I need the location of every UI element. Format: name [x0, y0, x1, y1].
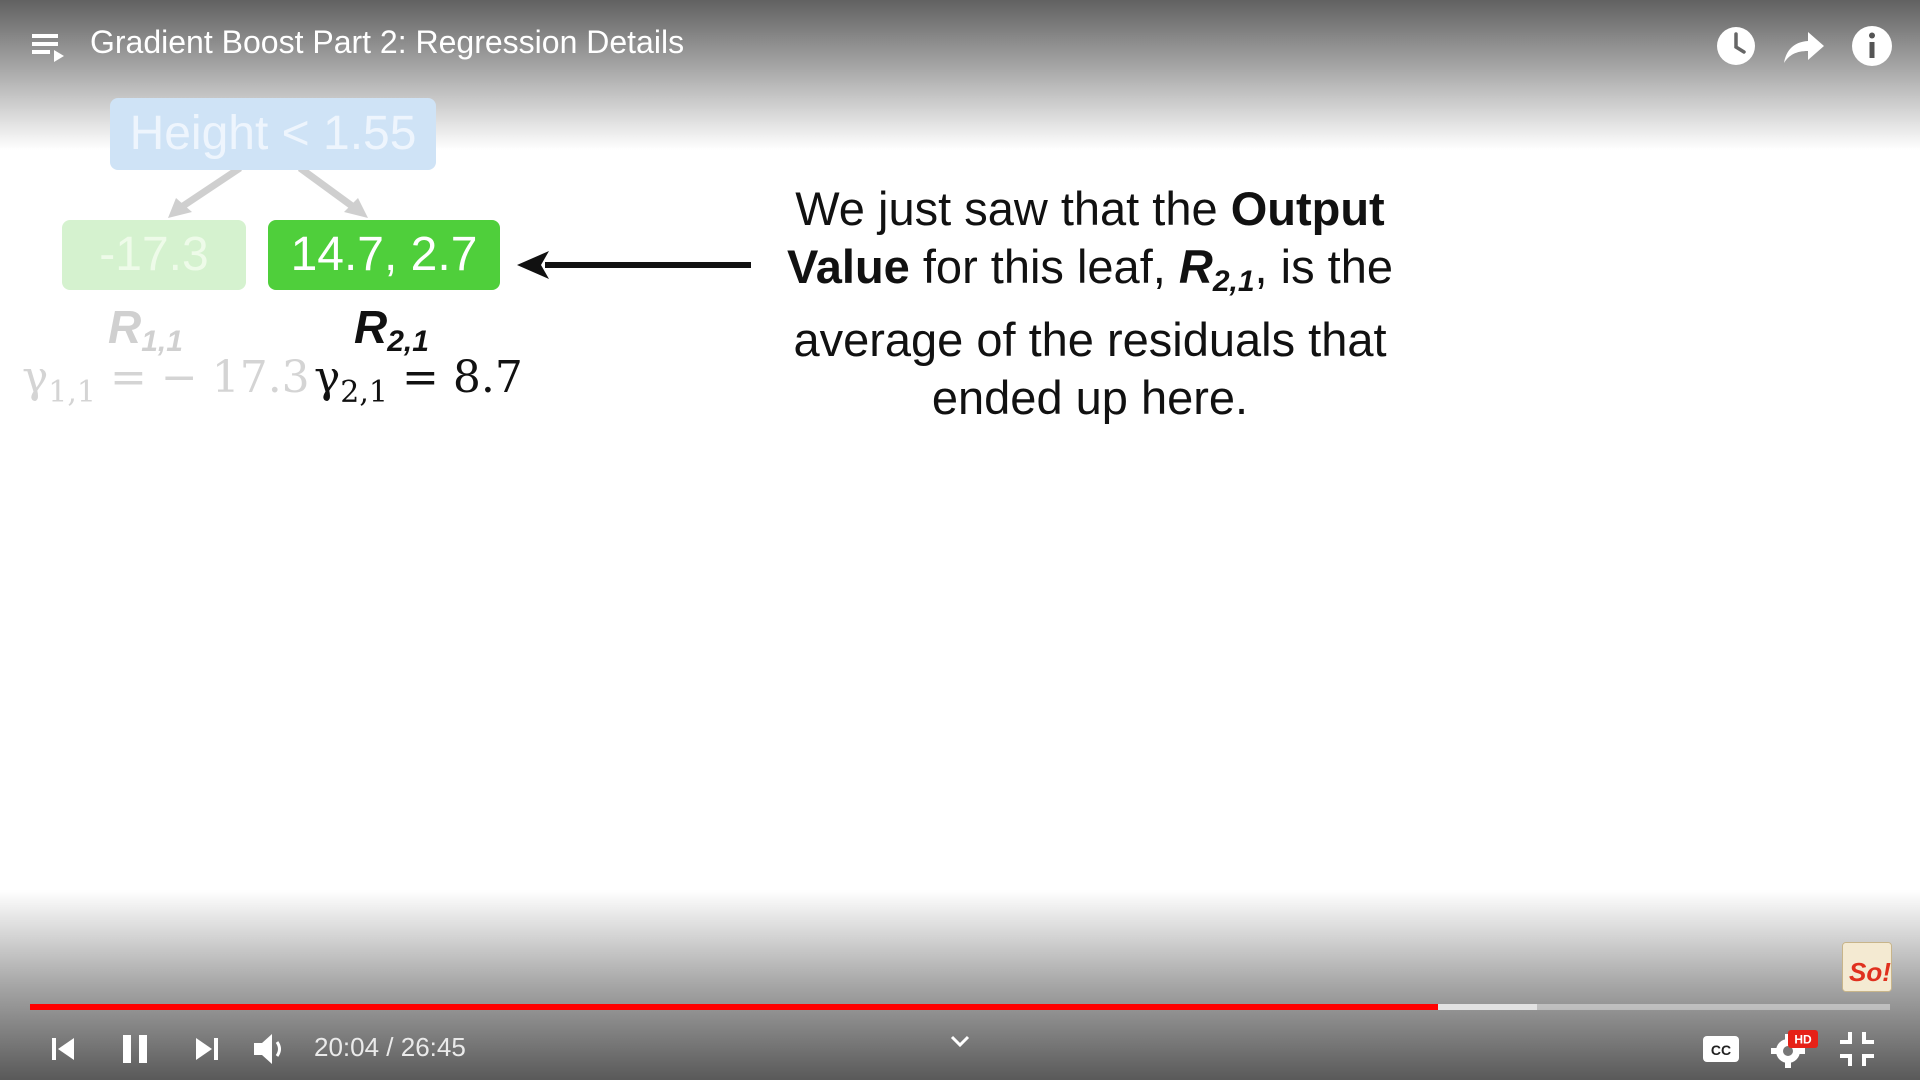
explain-r21-sub: 2,1	[1212, 265, 1255, 298]
settings-icon: HD	[1771, 1030, 1818, 1068]
bottom-gradient	[0, 890, 1920, 1080]
settings-button[interactable]: HD	[1766, 1026, 1822, 1072]
gamma21-symbol: γ	[314, 352, 341, 403]
pause-icon[interactable]	[112, 1026, 158, 1072]
region-label-r21: R2,1	[354, 300, 429, 359]
channel-logo-mark: So!	[1843, 943, 1891, 991]
chevron-down-icon[interactable]	[946, 1030, 974, 1052]
explain-bold-output-value: Output Value	[787, 182, 1385, 293]
leaf-node-right: 14.7, 2.7	[268, 220, 500, 290]
r21-base: R	[354, 301, 388, 353]
gamma-21-equation: γ2,1 = 8.7	[314, 352, 523, 410]
logo-text: So!	[1849, 957, 1891, 987]
watch-later-icon[interactable]	[1712, 22, 1760, 70]
time-separator: /	[379, 1032, 401, 1062]
channel-logo[interactable]: So!	[1842, 942, 1892, 992]
info-icon[interactable]	[1848, 22, 1896, 70]
captions-button[interactable]: CC	[1698, 1026, 1748, 1072]
explain-r21-base: R	[1178, 240, 1213, 293]
leaf-node-left: -17.3	[62, 220, 246, 290]
tree-branch-arrows	[168, 165, 368, 218]
r11-sub: 1,1	[141, 325, 183, 358]
captions-icon: CC	[1703, 1036, 1739, 1062]
explanation-text: We just saw that the Output Value for th…	[760, 180, 1420, 427]
r21-sub: 2,1	[387, 325, 429, 358]
root-split-node: Height < 1.55	[110, 98, 436, 170]
gamma11-sub: 1,1	[48, 375, 97, 410]
gamma11-symbol: γ	[22, 352, 49, 403]
hd-badge: HD	[1794, 1033, 1812, 1047]
gamma21-sub: 2,1	[340, 375, 389, 410]
explain-part1: We just saw that the	[795, 182, 1231, 235]
cc-label: CC	[1711, 1042, 1731, 1058]
progress-bar[interactable]	[30, 1004, 1890, 1010]
next-icon[interactable]	[184, 1026, 230, 1072]
gamma21-value: = 8.7	[388, 352, 523, 403]
playlist-icon[interactable]	[30, 28, 70, 68]
progress-played	[30, 1004, 1439, 1010]
gamma11-value: = − 17.3	[96, 352, 310, 403]
share-icon[interactable]	[1780, 22, 1828, 70]
r11-base: R	[108, 301, 142, 353]
gamma-11-equation: γ1,1 = − 17.3	[22, 352, 310, 410]
explain-part3: , is the average of the residuals that e…	[793, 240, 1393, 424]
pointer-arrow-icon	[517, 251, 751, 279]
previous-icon[interactable]	[40, 1026, 86, 1072]
explain-part2: for this leaf,	[909, 240, 1179, 293]
region-label-r11: R1,1	[108, 300, 183, 359]
exit-fullscreen-icon[interactable]	[1834, 1026, 1880, 1072]
volume-icon[interactable]	[246, 1026, 292, 1072]
explain-r21: R2,1	[1178, 240, 1255, 298]
time-total: 26:45	[400, 1032, 466, 1062]
time-current: 20:04	[314, 1032, 380, 1062]
video-title[interactable]: Gradient Boost Part 2: Regression Detail…	[90, 24, 685, 60]
time-display: 20:04 / 26:45	[314, 1032, 466, 1063]
